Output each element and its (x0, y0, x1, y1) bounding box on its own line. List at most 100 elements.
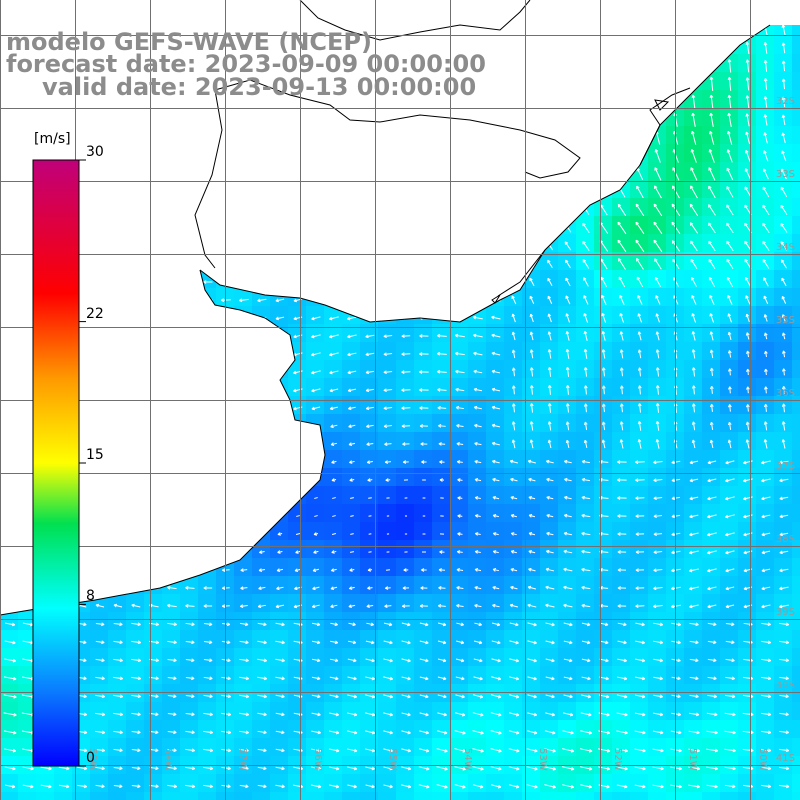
field-cell (720, 558, 739, 577)
wind-arrow (240, 478, 248, 483)
field-cell (162, 360, 181, 379)
wind-arrow (256, 226, 267, 231)
field-cell (738, 576, 757, 595)
field-cell (162, 558, 181, 577)
field-cell (270, 666, 289, 685)
wind-arrow (618, 258, 626, 270)
wind-arrow (780, 259, 787, 269)
wind-arrow (509, 640, 519, 645)
field-cell (108, 558, 127, 577)
wind-arrow (329, 406, 338, 411)
wind-arrow (167, 784, 178, 789)
field-cell (522, 612, 541, 631)
wind-arrow (491, 135, 501, 140)
wind-arrow (365, 370, 375, 375)
wind-arrow (472, 297, 483, 302)
field-cell (144, 360, 163, 379)
wind-arrow (691, 367, 696, 377)
field-cell (540, 198, 559, 217)
wind-arrow (5, 370, 15, 374)
wind-arrow (581, 585, 591, 590)
field-cell (432, 666, 451, 685)
wind-arrow (725, 640, 735, 645)
wind-arrow (546, 513, 554, 518)
field-cell (468, 648, 487, 667)
wind-arrow (546, 477, 554, 482)
wind-arrow (707, 622, 717, 627)
field-cell (540, 594, 559, 613)
field-cell (702, 198, 721, 217)
wind-arrow (167, 603, 177, 608)
field-cell (252, 468, 271, 487)
field-cell (648, 576, 667, 595)
wind-arrow (383, 352, 393, 357)
field-cell (306, 126, 325, 145)
wind-arrow (167, 658, 177, 663)
field-cell (198, 630, 217, 649)
wind-arrow (510, 241, 518, 251)
field-cell (558, 666, 577, 685)
wind-arrow (383, 208, 393, 213)
field-cell (414, 486, 433, 505)
wind-arrow (599, 640, 609, 645)
field-cell (684, 792, 703, 800)
wind-arrow (131, 153, 141, 158)
field-cell (504, 216, 523, 235)
wind-arrow (347, 280, 357, 285)
wind-arrow (727, 350, 732, 358)
field-cell (684, 216, 703, 235)
wind-arrow (601, 349, 606, 359)
wind-arrow (689, 622, 699, 627)
field-cell (198, 378, 217, 397)
wind-arrow (601, 95, 606, 108)
wind-arrow (782, 350, 786, 358)
wind-arrow (383, 406, 393, 411)
field-cell (702, 522, 721, 541)
field-cell (108, 612, 127, 631)
wind-arrow (616, 694, 628, 699)
wind-arrow (726, 204, 734, 216)
wind-arrow (131, 405, 141, 410)
wind-arrow (311, 640, 321, 645)
field-cell (198, 450, 217, 469)
wind-arrow (203, 406, 213, 410)
wind-arrow (419, 658, 429, 663)
field-cell (630, 684, 649, 703)
field-cell (432, 648, 451, 667)
field-cell (0, 666, 19, 685)
wind-arrow (455, 261, 465, 266)
wind-arrow (167, 531, 176, 536)
wind-arrow (691, 76, 696, 91)
wind-arrow (401, 118, 411, 122)
field-cell (756, 252, 775, 271)
field-cell (738, 25, 757, 37)
field-cell (720, 702, 739, 721)
wind-arrow (347, 676, 357, 681)
field-cell (162, 162, 181, 181)
wind-arrow (5, 406, 15, 410)
field-cell (234, 468, 253, 487)
wind-arrow (726, 276, 734, 287)
field-cell (198, 360, 217, 379)
field-cell (0, 90, 19, 109)
wind-arrow (239, 460, 248, 465)
wind-arrow (95, 441, 105, 446)
field-cell (126, 612, 145, 631)
field-cell (414, 684, 433, 703)
wind-arrow (203, 748, 214, 753)
wind-arrow (763, 59, 768, 72)
wind-arrow (113, 369, 123, 374)
field-cell (288, 414, 307, 433)
wind-arrow (473, 261, 483, 266)
field-cell (342, 288, 361, 307)
wind-arrow (239, 172, 249, 177)
wind-arrow (257, 388, 267, 393)
field-cell (0, 180, 19, 199)
field-cell (162, 198, 181, 217)
field-cell (288, 342, 307, 361)
field-cell (378, 702, 397, 721)
longitude-label: 56W (312, 748, 323, 771)
latitude-label: 37S (776, 461, 795, 472)
wind-arrow (617, 532, 627, 536)
wind-arrow (239, 676, 250, 681)
